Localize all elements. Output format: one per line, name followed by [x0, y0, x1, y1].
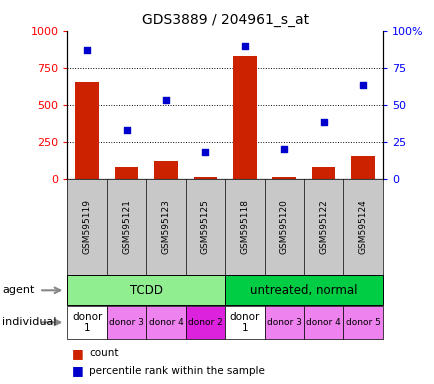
Point: [83, 47, 90, 53]
Text: GSM595122: GSM595122: [319, 200, 327, 254]
Bar: [264, 306, 303, 339]
Text: donor
1: donor 1: [72, 311, 102, 333]
Bar: [185, 306, 225, 339]
Text: individual: individual: [2, 317, 56, 328]
Bar: [193, 177, 217, 179]
Bar: [351, 156, 374, 179]
Text: percentile rank within the sample: percentile rank within the sample: [89, 366, 264, 376]
Text: ■: ■: [72, 364, 83, 377]
Text: donor 5: donor 5: [345, 318, 380, 327]
Point: [359, 82, 366, 88]
Text: TCDD: TCDD: [129, 284, 162, 297]
Bar: [154, 161, 178, 179]
Bar: [225, 306, 264, 339]
Bar: [225, 275, 382, 305]
Point: [241, 43, 248, 49]
Text: agent: agent: [2, 285, 34, 295]
Text: GSM595124: GSM595124: [358, 200, 367, 254]
Text: donor 4: donor 4: [148, 318, 183, 327]
Text: donor 4: donor 4: [306, 318, 340, 327]
Text: donor 2: donor 2: [187, 318, 222, 327]
Bar: [146, 306, 185, 339]
Bar: [67, 306, 107, 339]
Bar: [75, 83, 99, 179]
Text: donor 3: donor 3: [109, 318, 144, 327]
Point: [162, 97, 169, 103]
Point: [201, 149, 208, 155]
Text: donor 3: donor 3: [266, 318, 301, 327]
Bar: [342, 306, 382, 339]
Text: untreated, normal: untreated, normal: [250, 284, 357, 297]
Text: donor
1: donor 1: [229, 311, 260, 333]
Title: GDS3889 / 204961_s_at: GDS3889 / 204961_s_at: [141, 13, 308, 27]
Bar: [272, 177, 296, 179]
Text: ■: ■: [72, 347, 83, 360]
Text: GSM595123: GSM595123: [161, 200, 170, 254]
Bar: [107, 306, 146, 339]
Text: GSM595118: GSM595118: [240, 199, 249, 255]
Text: GSM595121: GSM595121: [122, 200, 131, 254]
Point: [319, 119, 326, 126]
Bar: [311, 167, 335, 179]
Text: count: count: [89, 348, 118, 358]
Point: [123, 127, 130, 133]
Bar: [233, 56, 256, 179]
Point: [280, 146, 287, 152]
Bar: [303, 306, 342, 339]
Text: GSM595119: GSM595119: [82, 199, 92, 255]
Text: GSM595120: GSM595120: [279, 200, 288, 254]
Bar: [115, 167, 138, 179]
Bar: [67, 275, 225, 305]
Text: GSM595125: GSM595125: [201, 200, 210, 254]
